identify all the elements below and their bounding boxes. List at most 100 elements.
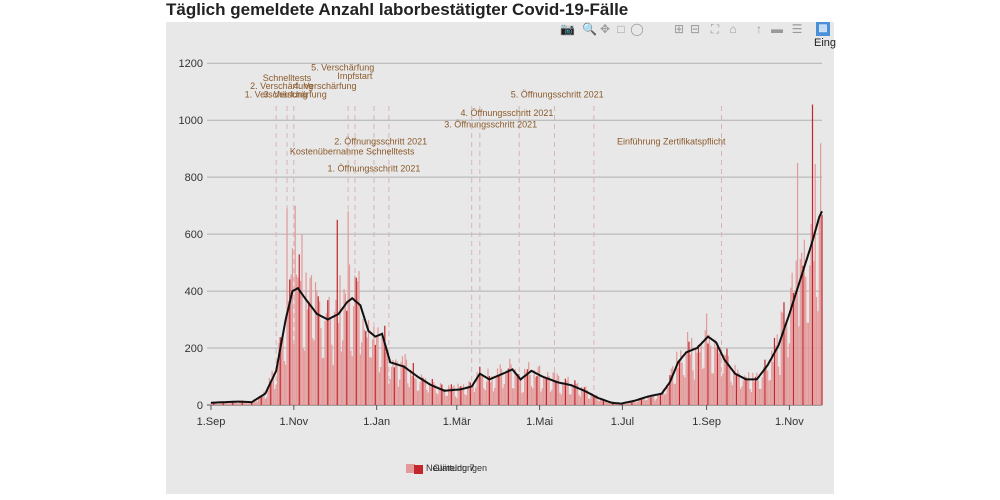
- bar-day-229: [521, 392, 523, 405]
- bar-day-448: [818, 220, 820, 405]
- bar-day-34: [256, 401, 258, 405]
- bar-day-67: [301, 234, 303, 405]
- bar-day-337: [667, 387, 670, 405]
- bar-day-97: [342, 340, 344, 405]
- autoscale-icon[interactable]: ⛶: [710, 22, 720, 36]
- bar-day-169: [439, 382, 442, 405]
- bar-day-281: [591, 393, 594, 405]
- bar-day-367: [708, 334, 710, 405]
- bar-day-12: [226, 403, 228, 405]
- bar-day-225: [515, 374, 518, 405]
- legend-swatch-glaettung[interactable]: [414, 465, 423, 474]
- xtick-label-1.Jan: 1.Jan: [363, 416, 390, 428]
- bar-day-141: [401, 356, 404, 405]
- hover-closest-icon[interactable]: ▬: [771, 22, 783, 36]
- bar-day-407: [763, 367, 765, 405]
- bar-day-149: [412, 362, 414, 405]
- bar-day-382: [729, 364, 731, 405]
- bar-day-447: [817, 311, 819, 405]
- bar-day-371: [714, 339, 716, 405]
- bar-day-181: [456, 397, 458, 405]
- bar-day-345: [678, 359, 681, 405]
- box-select-icon[interactable]: □: [617, 22, 625, 36]
- bar-day-111: [361, 342, 363, 405]
- bar-day-78: [316, 290, 318, 405]
- bar-day-329: [657, 395, 659, 405]
- bar-day-381: [727, 355, 729, 405]
- annotation-3: 4. Verschärfung: [294, 81, 357, 91]
- bar-day-319: [643, 397, 645, 405]
- bar-day-108: [357, 281, 359, 405]
- bar-day-268: [574, 380, 576, 405]
- bar-day-71: [306, 309, 309, 405]
- bar-day-81: [320, 328, 322, 405]
- bar-day-109: [358, 271, 360, 405]
- bar-day-153: [418, 390, 420, 405]
- bar-day-257: [559, 392, 561, 405]
- bar-day-400: [753, 381, 755, 405]
- bar-day-280: [590, 392, 592, 405]
- bar-day-309: [629, 400, 632, 405]
- bar-day-236: [530, 386, 533, 405]
- bar-day-145: [407, 383, 409, 405]
- home-icon[interactable]: ⌂: [729, 22, 737, 36]
- bar-day-38: [261, 395, 264, 405]
- bar-day-263: [567, 376, 569, 405]
- bar-day-328: [655, 398, 657, 405]
- bar-day-106: [354, 275, 356, 405]
- camera-icon[interactable]: 📷: [560, 22, 575, 36]
- bar-day-192: [471, 388, 473, 405]
- bar-day-200: [481, 376, 484, 405]
- bar-day-59: [290, 274, 292, 405]
- bar-day-37: [260, 395, 262, 405]
- bar-day-370: [712, 373, 714, 405]
- bar-day-387: [735, 374, 738, 405]
- bar-day-164: [433, 382, 435, 405]
- bar-day-36: [259, 395, 261, 405]
- bar-day-140: [400, 361, 402, 405]
- chart-icon[interactable]: ▩: [816, 22, 830, 36]
- bar-day-172: [443, 388, 446, 405]
- bar-day-428: [791, 272, 793, 405]
- bar-day-5: [217, 403, 219, 405]
- bar-day-300: [617, 403, 619, 405]
- bar-day-57: [287, 300, 290, 405]
- bar-day-311: [632, 401, 634, 405]
- bar-day-289: [602, 399, 605, 405]
- bar-day-79: [317, 296, 319, 405]
- zoom-in-icon[interactable]: ⊞: [673, 22, 685, 36]
- xtick-label-1.Mär: 1.Mär: [443, 416, 471, 428]
- zoom-out-icon[interactable]: ⊟: [689, 22, 701, 36]
- bar-day-93: [336, 219, 338, 405]
- bar-day-88: [329, 318, 332, 405]
- pan-icon[interactable]: ✥: [599, 22, 611, 36]
- bar-day-187: [464, 394, 466, 405]
- lasso-icon[interactable]: ◯: [630, 22, 644, 36]
- bar-day-182: [457, 383, 459, 405]
- bar-day-174: [446, 395, 448, 405]
- bar-day-253: [553, 372, 556, 405]
- bar-day-165: [434, 384, 436, 405]
- bar-day-437: [803, 239, 805, 405]
- bar-day-250: [549, 392, 552, 405]
- spike-icon[interactable]: ↑: [756, 22, 762, 36]
- bar-day-429: [792, 292, 795, 405]
- bar-day-409: [765, 365, 767, 405]
- bar-day-155: [420, 374, 423, 405]
- bar-day-307: [627, 403, 629, 405]
- bar-day-146: [408, 387, 410, 405]
- hover-compare-icon[interactable]: ☰: [791, 22, 803, 36]
- bar-day-50: [278, 343, 280, 405]
- bar-day-267: [572, 387, 575, 405]
- bar-day-441: [809, 265, 811, 405]
- bar-day-446: [815, 296, 818, 405]
- legend-swatch-neumeldungen[interactable]: [406, 464, 415, 473]
- zoom-icon[interactable]: 🔍: [582, 22, 597, 36]
- bar-day-99: [344, 293, 347, 405]
- bar-day-339: [670, 368, 672, 405]
- bar-day-274: [582, 391, 584, 405]
- bar-day-92: [335, 299, 337, 405]
- bar-day-279: [589, 398, 591, 405]
- bar-day-198: [479, 366, 481, 405]
- bar-day-248: [547, 371, 549, 405]
